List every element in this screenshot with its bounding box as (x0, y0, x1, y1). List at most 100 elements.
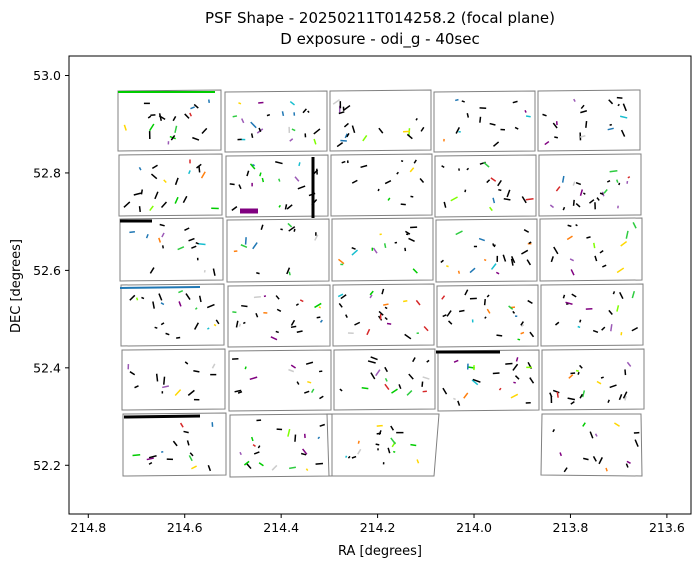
psf-stick (510, 393, 519, 399)
ccd-outline (122, 412, 227, 477)
psf-stick (559, 452, 563, 457)
psf-stick (592, 456, 597, 462)
psf-stick (575, 224, 578, 227)
psf-stick (607, 127, 614, 131)
psf-stick (412, 357, 416, 363)
psf-stick (319, 423, 326, 427)
psf-stick (598, 457, 603, 465)
psf-stick (614, 422, 620, 427)
psf-stick (129, 371, 136, 376)
psf-stick (270, 336, 278, 341)
psf-stick (370, 372, 376, 380)
psf-stick (246, 170, 250, 177)
psf-stick (241, 118, 245, 124)
psf-stick (337, 293, 344, 298)
psf-stick (582, 192, 586, 195)
psf-stick (288, 368, 295, 373)
psf-stick (565, 301, 573, 305)
psf-stick (580, 110, 588, 114)
ccd-outline (539, 217, 643, 282)
psf-stick (188, 170, 191, 175)
psf-stick (163, 376, 166, 385)
psf-stick (498, 387, 502, 391)
psf-stick (567, 224, 572, 228)
psf-stick (184, 113, 190, 119)
psf-stick (579, 393, 584, 399)
psf-stick (340, 294, 347, 300)
psf-stick (527, 299, 533, 305)
psf-stick (256, 272, 260, 275)
psf-stick (450, 196, 458, 202)
psf-stick (138, 166, 142, 171)
psf-stick (298, 162, 301, 167)
psf-stick (304, 390, 310, 394)
psf-stick (178, 301, 182, 307)
psf-stick (620, 240, 628, 247)
psf-stick (495, 271, 500, 275)
psf-stick (170, 134, 176, 141)
psf-stick (387, 197, 391, 201)
psf-stick (229, 183, 235, 186)
psf-stick (594, 255, 598, 262)
psf-stick (362, 135, 368, 142)
psf-stick (207, 464, 212, 472)
psf-stick (250, 121, 257, 129)
ccd-outline (332, 283, 435, 347)
psf-stick (593, 242, 596, 249)
psf-stick (198, 242, 206, 246)
psf-stick (490, 263, 497, 270)
psf-stick (287, 222, 293, 228)
psf-stick (201, 127, 208, 135)
ccd-outline (537, 89, 641, 152)
psf-stick (344, 133, 348, 139)
psf-stick (336, 141, 344, 148)
psf-stick (421, 381, 424, 387)
psf-stick (302, 448, 308, 455)
psf-stick (469, 267, 476, 274)
psf-stick (455, 230, 463, 236)
psf-stick (445, 265, 449, 268)
psf-stick (295, 303, 299, 306)
psf-stick (525, 198, 534, 201)
psf-stick (174, 389, 182, 397)
psf-stick (341, 160, 346, 164)
psf-stick (148, 123, 155, 132)
psf-stick (549, 204, 555, 209)
psf-stick (599, 249, 604, 254)
psf-stick (542, 113, 547, 117)
psf-stick (187, 389, 195, 396)
psf-stick (174, 196, 179, 204)
psf-stick (378, 430, 382, 436)
psf-stick (133, 192, 142, 196)
psf-stick (232, 115, 238, 118)
psf-stick (317, 436, 321, 440)
ccd-outline (118, 153, 223, 217)
psf-stick (457, 270, 461, 274)
psf-stick (569, 258, 574, 262)
x-axis-label: RA [degrees] (338, 544, 422, 559)
psf-stick (307, 110, 310, 114)
psf-stick (129, 294, 136, 301)
psf-stick (132, 453, 141, 457)
psf-stick (307, 380, 312, 384)
psf-stick (370, 356, 378, 361)
ccd-outline (541, 348, 645, 411)
psf-stick (145, 233, 149, 239)
psf-stick (392, 450, 396, 453)
ccd-outline (225, 154, 329, 218)
psf-stick (608, 99, 614, 105)
psf-stick (252, 443, 256, 447)
psf-stick (440, 259, 444, 264)
psf-stick (408, 237, 415, 242)
psf-stick (483, 299, 486, 306)
psf-stick (627, 176, 631, 179)
psf-stick (257, 445, 261, 449)
psf-stick (577, 371, 580, 375)
psf-stick (600, 376, 604, 379)
psf-stick (266, 113, 271, 117)
psf-stick (296, 330, 303, 333)
psf-stick (620, 129, 626, 137)
plot-area: 214.8 214.6 214.4 214.2 214.0 213.8 213.6 52.2 5… (33, 55, 692, 535)
psf-stick (191, 465, 197, 470)
psf-stick (410, 443, 417, 447)
